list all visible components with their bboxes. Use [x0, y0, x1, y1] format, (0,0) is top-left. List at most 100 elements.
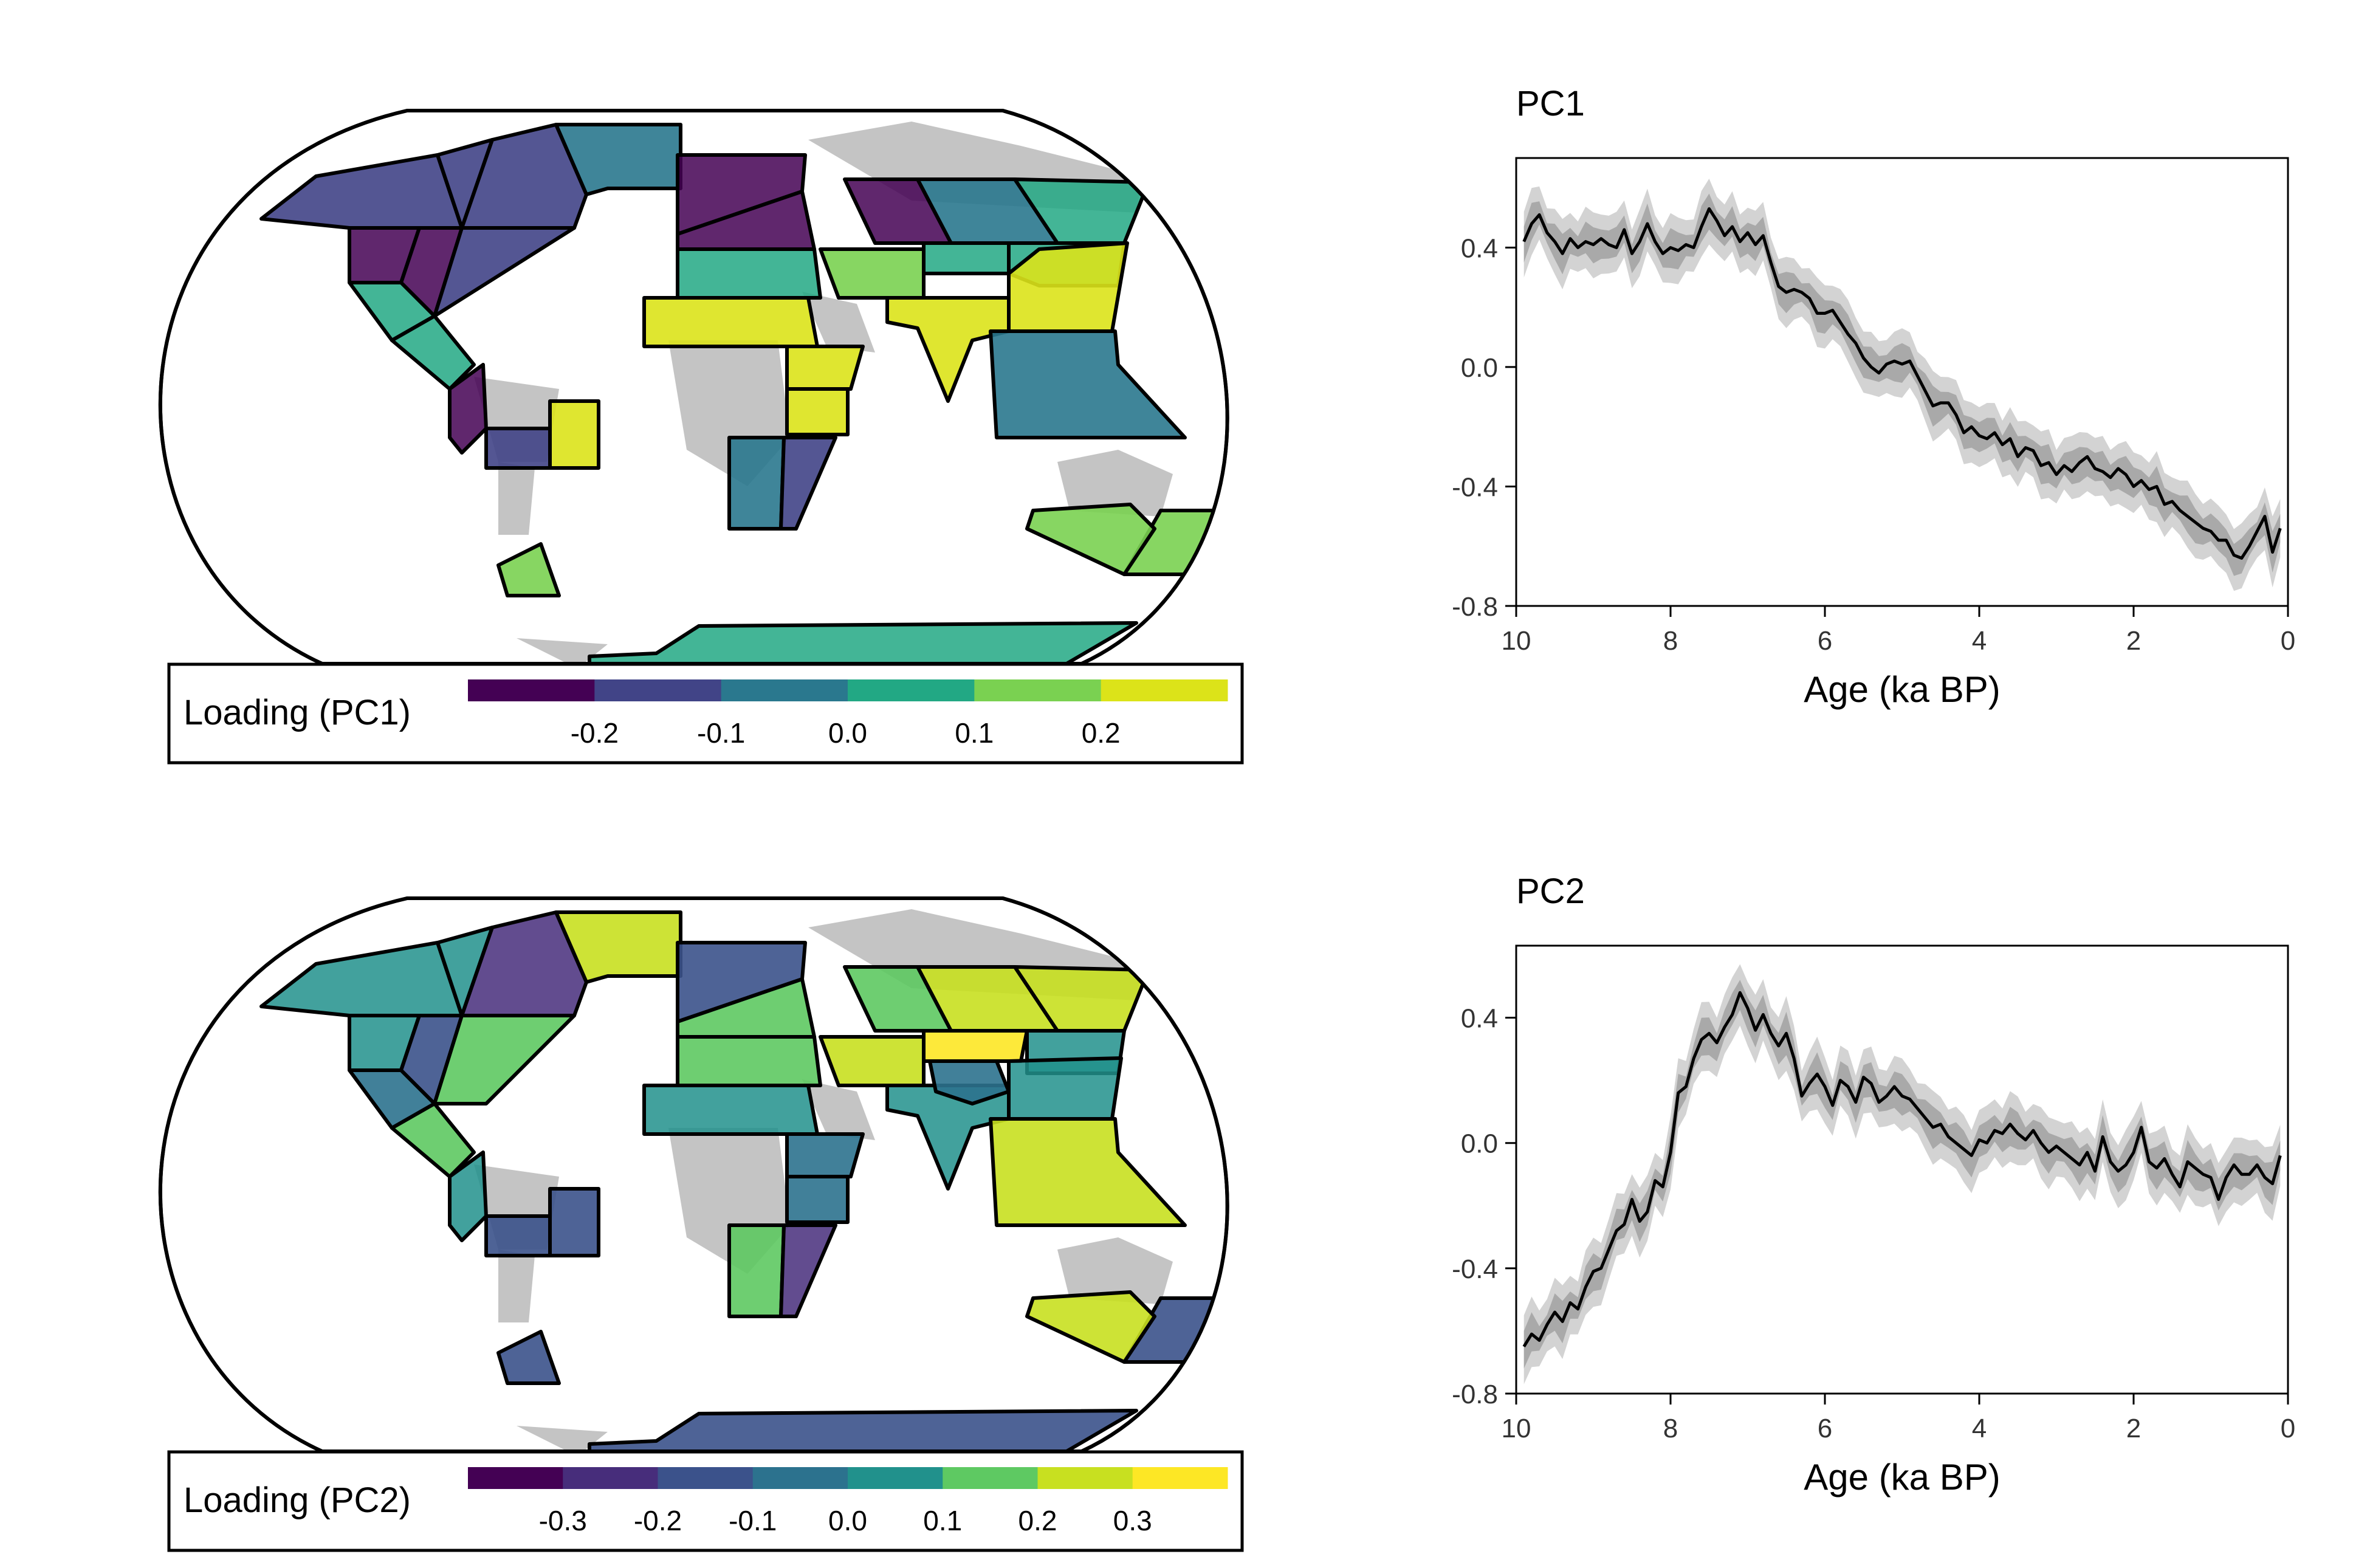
region-new-zealand-area: [1025, 1290, 1156, 1364]
y-tick-label: 0.4: [1461, 233, 1498, 263]
colorbar-pc2: [468, 1467, 1228, 1489]
colorbar-swatch: [1132, 1467, 1228, 1489]
legend-title-pc2: Loading (PC2): [184, 1480, 411, 1520]
region-sa-east: [548, 1187, 600, 1257]
region-central-asia: [819, 247, 926, 300]
x-tick-label: 8: [1663, 1414, 1678, 1443]
region-sa-south: [484, 427, 552, 470]
colorbar-swatch: [974, 679, 1102, 701]
x-tick-label: 0: [2281, 626, 2295, 656]
colorbar-tick-label: -0.2: [634, 1505, 682, 1536]
colorbar-tick-label: 0.0: [828, 717, 867, 749]
map-panel-pc2: Loading (PC2) -0.3 -0.2 -0.1 0.0 0.1 0.2 0.3: [158, 896, 1244, 1552]
y-tick-label: 0.0: [1461, 353, 1498, 383]
colorbar-tick-label: -0.2: [571, 717, 619, 749]
x-tick-label: 2: [2126, 626, 2141, 656]
region-india: [885, 296, 1011, 403]
colorbar-tick-label: 0.2: [1082, 717, 1121, 749]
colorbar-tick-label: 0.3: [1113, 1505, 1152, 1536]
uncertainty-band-inner: [1523, 980, 2281, 1369]
colorbar-swatch: [848, 1467, 943, 1489]
region-new-zealand-area: [1025, 503, 1156, 576]
x-tick-label: 6: [1818, 626, 1832, 656]
y-tick-label: 0.0: [1461, 1129, 1498, 1159]
colorbar-tick-label: -0.1: [697, 717, 745, 749]
x-tick-label: 8: [1663, 626, 1678, 656]
region-sa-east: [548, 399, 600, 470]
pc1-time-series-chart: PC1 10 8 6 4 2 0 0.4 0.0 -0.4 -0.8 Age (ka BP): [1452, 84, 2295, 710]
region-tibet: [922, 1029, 1029, 1063]
region-sa-south: [484, 1214, 552, 1257]
region-patagonia: [496, 542, 561, 597]
region-antarctica: [588, 621, 1138, 664]
x-tick-label: 4: [1972, 1414, 1987, 1443]
region-east-africa-south: [785, 1175, 850, 1224]
region-southern-africa-west: [727, 436, 786, 531]
region-tibet: [922, 241, 1011, 275]
map-land-layer: [259, 122, 1228, 664]
colorbar-tick-label: -0.3: [539, 1505, 587, 1536]
series-line: [1522, 207, 2282, 560]
colorbar-swatch: [594, 679, 722, 701]
region-east-asia: [1007, 1056, 1123, 1121]
region-east-africa-north: [785, 1132, 865, 1178]
colorbar-swatch: [943, 1467, 1038, 1489]
region-canada-central: [460, 123, 588, 230]
plot-frame: [1515, 157, 2289, 607]
region-sahara: [642, 1084, 819, 1136]
colorbar-pc2-ticks: -0.3 -0.2 -0.1 0.0 0.1 0.2 0.3: [539, 1505, 1152, 1536]
region-southeast-asia: [989, 1117, 1187, 1227]
x-tick-label: 0: [2281, 1414, 2295, 1443]
x-tick-label: 4: [1972, 626, 1987, 656]
colorbar-swatch: [658, 1467, 754, 1489]
colorbar-tick-label: -0.1: [729, 1505, 777, 1536]
plot-frame: [1515, 944, 2289, 1395]
region-patagonia: [496, 1330, 561, 1385]
y-tick-label: 0.4: [1461, 1004, 1498, 1034]
uncertainty-band-inner: [1523, 193, 2281, 576]
colorbar-swatch: [563, 1467, 658, 1489]
colorbar-pc1-ticks: -0.2 -0.1 0.0 0.1 0.2: [571, 717, 1121, 749]
colorbar-swatch: [721, 679, 848, 701]
region-us-east: [433, 1014, 576, 1106]
x-tick-label: 6: [1818, 1414, 1832, 1443]
colorbar-swatch: [1101, 679, 1228, 701]
region-sahara: [642, 296, 819, 348]
uncertainty-band-outer: [1523, 964, 2281, 1384]
legend-title-pc1: Loading (PC1): [184, 693, 411, 732]
colorbar-swatch: [848, 679, 975, 701]
region-us-east: [433, 226, 576, 318]
colorbar-swatch: [1037, 1467, 1133, 1489]
region-greenland: [554, 123, 682, 196]
chart-title: PC2: [1516, 872, 1585, 911]
series-line: [1522, 991, 2282, 1348]
region-canada-central: [460, 910, 588, 1017]
x-tick-label: 10: [1502, 626, 1531, 656]
region-west-asia: [676, 1035, 822, 1087]
region-southern-africa-west: [727, 1223, 786, 1318]
region-central-america: [390, 1102, 476, 1178]
colorbar-tick-label: 0.0: [828, 1505, 867, 1536]
x-tick-label: 10: [1502, 1414, 1531, 1443]
colorbar-swatch: [468, 679, 595, 701]
chart-title: PC1: [1516, 84, 1585, 123]
x-axis-label: Age (ka BP): [1804, 1457, 2000, 1498]
region-west-asia: [676, 247, 822, 300]
region-greenland: [554, 910, 682, 984]
uncertainty-band-outer: [1523, 178, 2281, 591]
y-tick-label: -0.4: [1452, 1254, 1498, 1284]
region-southern-africa-east: [779, 1223, 837, 1318]
region-east-africa-south: [785, 387, 850, 436]
region-sa-northwest: [448, 363, 488, 455]
x-axis-label: Age (ka BP): [1804, 669, 2000, 710]
region-southern-africa-east: [779, 436, 837, 531]
region-sa-northwest: [448, 1150, 488, 1242]
y-tick-label: -0.8: [1452, 1380, 1498, 1409]
colorbar-swatch: [468, 1467, 563, 1489]
colorbar-tick-label: 0.1: [955, 717, 994, 749]
y-tick-label: -0.8: [1452, 592, 1498, 622]
x-tick-label: 2: [2126, 1414, 2141, 1443]
region-india-north: [928, 1059, 1011, 1106]
region-central-asia: [819, 1035, 926, 1087]
region-east-africa-north: [785, 345, 865, 391]
